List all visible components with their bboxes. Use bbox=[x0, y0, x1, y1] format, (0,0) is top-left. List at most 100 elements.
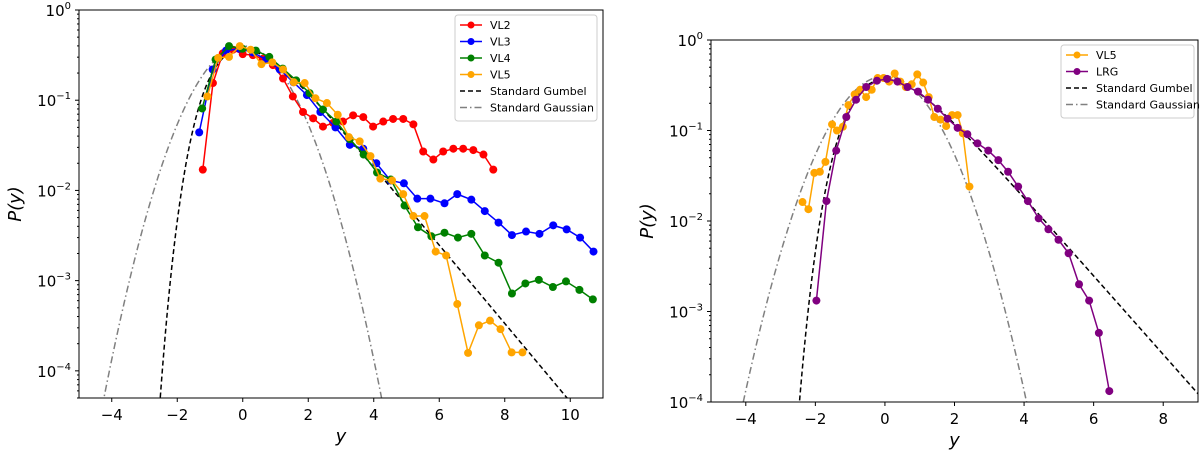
series-lrg-point bbox=[973, 139, 982, 148]
series-vl2-line bbox=[202, 48, 494, 171]
series-vl2-point bbox=[349, 111, 358, 120]
x-axis-label: y bbox=[335, 426, 347, 447]
series-vl2-point bbox=[439, 147, 448, 156]
series-lrg-point bbox=[1075, 280, 1084, 289]
series-vl4-point bbox=[575, 285, 584, 294]
series-vl3-point bbox=[426, 194, 435, 203]
series-vl5-point bbox=[388, 176, 397, 185]
series-lrg-point bbox=[994, 156, 1003, 165]
series-vl5-point bbox=[355, 137, 364, 146]
series-lrg-point bbox=[842, 112, 851, 121]
x-tick-label: 4 bbox=[1019, 410, 1029, 428]
series-vl2-point bbox=[279, 74, 288, 83]
legend-vl5-label: VL5 bbox=[490, 69, 511, 82]
series-vl5-point bbox=[431, 247, 440, 256]
series-lrg-point bbox=[984, 146, 993, 155]
series-vl4-point bbox=[534, 275, 543, 284]
y-tick-label: 10−1 bbox=[37, 91, 71, 110]
y-tick-label: 10−3 bbox=[37, 272, 71, 291]
x-tick-label: −2 bbox=[166, 406, 188, 424]
legend-vl3-marker bbox=[467, 38, 475, 45]
series-vl4-point bbox=[305, 89, 314, 98]
gaussian-curve bbox=[742, 75, 1028, 402]
x-tick-label: 0 bbox=[238, 406, 248, 424]
x-tick-label: 8 bbox=[1158, 410, 1168, 428]
series-vl3-point bbox=[413, 194, 422, 203]
series-lrg-point bbox=[1034, 214, 1043, 223]
series-lrg-point bbox=[852, 95, 861, 104]
series-vl5-point bbox=[815, 167, 824, 176]
legend-lrg-marker bbox=[1073, 68, 1081, 75]
series-vl5-point bbox=[279, 65, 288, 74]
panel-1: −4 −2 0 2 4 6 8 1010010−110−210−310−4yP(y)VL2VL… bbox=[5, 1, 604, 447]
series-vl5-point bbox=[518, 348, 527, 357]
legend: VL2 VL3 VL4 VL5 Standard Gumbel Standard Gaus… bbox=[454, 14, 598, 122]
series-vl5-point bbox=[474, 321, 483, 330]
series-vl3-point bbox=[359, 144, 368, 153]
legend-vl4-label: VL4 bbox=[490, 52, 511, 65]
series-vl2-point bbox=[389, 114, 398, 123]
gumbel-curve bbox=[798, 78, 1198, 402]
series-vl5-point bbox=[300, 79, 309, 88]
series-vl5-point bbox=[890, 69, 899, 78]
y-tick-label: 100 bbox=[46, 1, 71, 20]
series-vl4-point bbox=[548, 283, 557, 292]
y-axis-label: P(y) bbox=[637, 203, 658, 239]
series-vl5-point bbox=[496, 325, 505, 334]
series-vl5-point bbox=[257, 60, 266, 69]
x-tick-label: −2 bbox=[804, 410, 826, 428]
series-vl3-point bbox=[522, 227, 531, 236]
series-vl4-point bbox=[453, 233, 462, 242]
series-vl5-point bbox=[333, 110, 342, 119]
series-lrg-point bbox=[1023, 197, 1032, 206]
y-tick-label: 10−4 bbox=[669, 393, 703, 412]
series-vl3-point bbox=[589, 247, 598, 256]
legend: VL5 LRG Standard Gumbel Standard Gaussian bbox=[1060, 44, 1200, 119]
series-vl2-point bbox=[198, 165, 207, 174]
series-vl5-point bbox=[486, 316, 495, 325]
series-lrg-point bbox=[903, 83, 912, 92]
series-vl5-point bbox=[399, 190, 408, 199]
series-vl2-point bbox=[449, 144, 458, 153]
series-lrg-point bbox=[812, 296, 821, 305]
series-vl5-point bbox=[344, 133, 353, 142]
series-vl5-point bbox=[862, 93, 871, 102]
series-lrg-point bbox=[872, 76, 881, 85]
legend-vl5-marker bbox=[467, 71, 475, 78]
x-tick-label: 6 bbox=[434, 406, 444, 424]
series-vl4-point bbox=[480, 251, 489, 260]
series-vl5-point bbox=[913, 70, 922, 79]
panel-2: −4 −2 0 2 4 6 8 100 10−1 10−2 10−3 10−4 y P(y) VL5 LRG S… bbox=[637, 31, 1200, 451]
y-tick-label: 10−2 bbox=[669, 212, 703, 231]
series-vl4-point bbox=[521, 279, 530, 288]
series-vl3-point bbox=[399, 179, 408, 188]
series-vl5-point bbox=[798, 198, 807, 207]
series-vl3-point bbox=[576, 233, 585, 242]
legend-vl4-marker bbox=[467, 54, 475, 62]
series-vl5-point bbox=[930, 112, 939, 121]
series-vl4-point bbox=[467, 229, 476, 238]
y-tick-label: 10−2 bbox=[37, 181, 71, 200]
series-lrg-point bbox=[893, 77, 902, 86]
legend-box bbox=[1060, 44, 1195, 119]
series-vl2-point bbox=[409, 120, 418, 129]
series-lrg-point bbox=[1064, 249, 1073, 258]
series-vl5-point bbox=[844, 101, 853, 110]
series-vl5-point bbox=[409, 212, 418, 221]
x-axis-label: y bbox=[948, 430, 960, 451]
series-vl3-point bbox=[453, 190, 462, 199]
y-tick-label: 10−4 bbox=[37, 362, 71, 381]
series-vl5-point bbox=[464, 348, 473, 357]
series-lrg-point bbox=[1004, 167, 1013, 176]
series-vl4-point bbox=[332, 117, 341, 126]
series-vl4-point bbox=[198, 104, 207, 113]
series-vl5-point bbox=[453, 300, 462, 309]
x-tick-label: −4 bbox=[101, 406, 123, 424]
legend-standard-gaussian-label: Standard Gaussian bbox=[1096, 99, 1200, 112]
series-vl3-point bbox=[507, 231, 516, 240]
series-vl5-point bbox=[420, 212, 429, 221]
series-lrg-point bbox=[883, 74, 892, 83]
legend-vl3-label: VL3 bbox=[490, 36, 511, 49]
series-vl5-point bbox=[442, 251, 451, 260]
y-tick-label: 100 bbox=[678, 31, 703, 50]
